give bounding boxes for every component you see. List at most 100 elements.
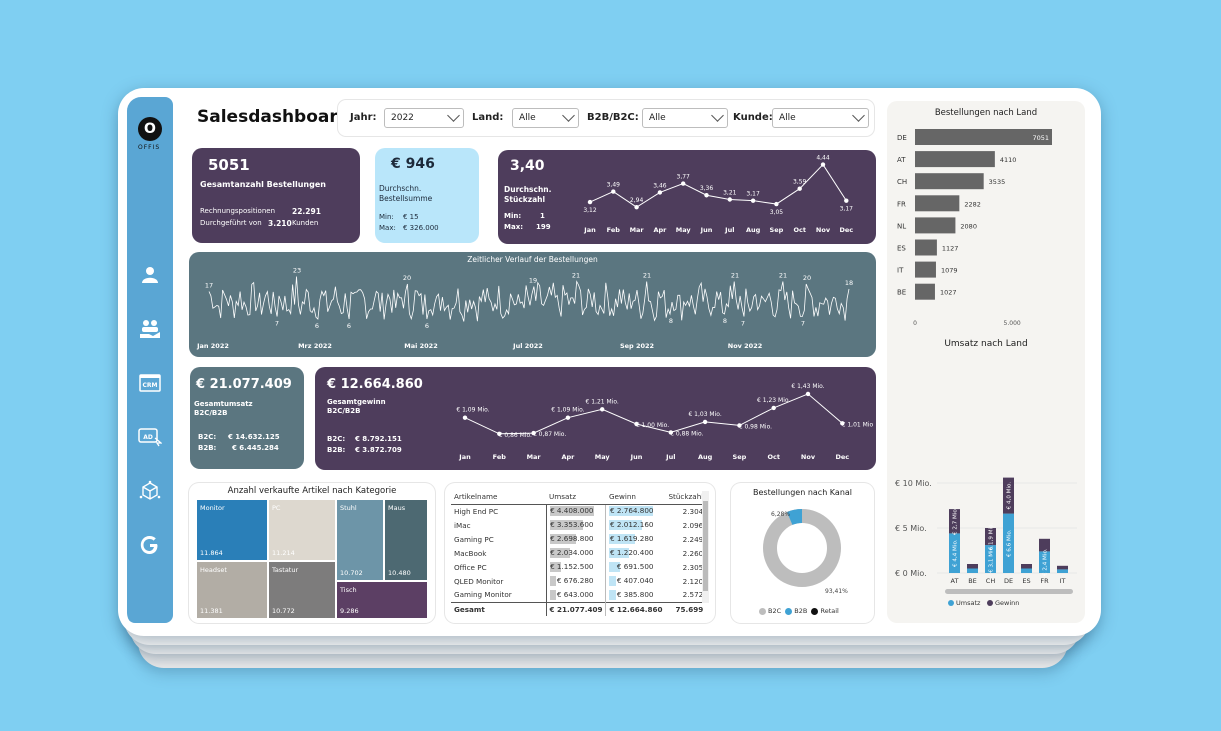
table-scrollbar-thumb[interactable] bbox=[703, 501, 708, 591]
profit-point[interactable] bbox=[462, 415, 468, 420]
table-row[interactable]: QLED Monitor € 676.280 € 407.040 2.120 bbox=[451, 574, 706, 588]
filter-b2b-select[interactable]: Alle bbox=[642, 108, 728, 128]
qty-point[interactable] bbox=[587, 199, 593, 205]
timeline-x-tick: Jan 2022 bbox=[196, 342, 229, 350]
qty-point[interactable] bbox=[844, 198, 849, 203]
profit-point[interactable] bbox=[497, 431, 502, 436]
revenue-x-tick: BE bbox=[968, 577, 977, 585]
revenue-bar-umsatz[interactable] bbox=[1003, 513, 1014, 573]
revenue-bar-umsatz[interactable] bbox=[985, 545, 996, 573]
revenue-bar-umsatz[interactable] bbox=[949, 533, 960, 573]
table-row[interactable]: Office PC € 1.152.500 € 691.500 2.305 bbox=[451, 560, 706, 574]
qty-point[interactable] bbox=[820, 162, 826, 167]
revenue-bar-gewinn[interactable] bbox=[1039, 538, 1050, 552]
treemap-tile-maus[interactable]: Maus 10.480 bbox=[385, 500, 427, 580]
qty-point[interactable] bbox=[797, 186, 802, 191]
profit-point[interactable] bbox=[840, 421, 845, 426]
filter-bar: Jahr: 2022 Land: Alle B2B/B2C: Alle Kund… bbox=[338, 100, 874, 136]
orders-bar[interactable] bbox=[915, 129, 1052, 145]
qty-point[interactable] bbox=[611, 189, 616, 194]
table-row[interactable]: iMac € 3.353.600 € 2.012.160 2.096 bbox=[451, 518, 706, 532]
qty-point[interactable] bbox=[634, 204, 639, 210]
table-row[interactable]: Gaming Monitor € 643.000 € 385.800 2.572 bbox=[451, 588, 706, 602]
revenue-bar-umsatz[interactable] bbox=[967, 568, 978, 574]
revenue-scrollbar[interactable] bbox=[945, 589, 1073, 594]
qty-data-label: 3,77 bbox=[677, 174, 691, 181]
total-umsatz: € 21.077.409 bbox=[545, 601, 606, 616]
orders-bar[interactable] bbox=[915, 283, 935, 300]
qty-point[interactable] bbox=[750, 198, 756, 203]
revenue-bar-umsatz[interactable] bbox=[1057, 569, 1068, 573]
timeline-annotation: 7 bbox=[275, 320, 279, 328]
cell-gewinn: € 2.764.800 bbox=[605, 504, 666, 518]
col-header-artikelname[interactable]: Artikelname bbox=[451, 489, 546, 505]
orders-x-tick: 0 bbox=[913, 320, 917, 327]
kpi-profit-value: € 12.664.860 bbox=[327, 377, 423, 392]
orders-bar[interactable] bbox=[915, 239, 937, 256]
table-scrollbar[interactable] bbox=[702, 491, 709, 603]
qty-point[interactable] bbox=[704, 193, 709, 198]
kpi-revenue-b2c-value: € 14.632.125 bbox=[228, 433, 280, 441]
filter-kunde-select[interactable]: Alle bbox=[772, 108, 869, 128]
treemap-tile-headset[interactable]: Headset 11.381 bbox=[197, 562, 267, 618]
timeline-annotation: 23 bbox=[293, 267, 301, 275]
treemap-tile-stuhl[interactable]: Stuhl 10.702 bbox=[337, 500, 383, 580]
filter-land-select[interactable]: Alle bbox=[512, 108, 579, 128]
kpi-profit-b2c-label: B2C: bbox=[327, 435, 346, 443]
table-row[interactable]: High End PC € 4.408.000 € 2.764.800 2.304 bbox=[451, 504, 706, 518]
nav-logistics[interactable] bbox=[127, 477, 173, 505]
profit-point[interactable] bbox=[668, 430, 673, 435]
qty-point[interactable] bbox=[727, 197, 732, 202]
qty-point[interactable] bbox=[657, 190, 663, 195]
table-row[interactable]: MacBook € 2.034.000 € 1.220.400 2.260 bbox=[451, 546, 706, 560]
orders-bar[interactable] bbox=[915, 173, 984, 190]
revenue-bar-gewinn[interactable] bbox=[1021, 564, 1032, 569]
revenue-y-tick: € 5 Mio. bbox=[895, 524, 927, 533]
qty-x-tick: Dec bbox=[839, 226, 853, 234]
revenue-bar-gewinn[interactable] bbox=[1003, 477, 1014, 514]
profit-point[interactable] bbox=[771, 405, 776, 411]
revenue-bar-umsatz[interactable] bbox=[1021, 568, 1032, 574]
profit-point[interactable] bbox=[702, 419, 708, 425]
chevron-down-icon bbox=[852, 109, 865, 122]
customer-icon bbox=[142, 267, 158, 283]
treemap-tile-pc[interactable]: PC 11.214 bbox=[269, 500, 335, 560]
orders-bar[interactable] bbox=[915, 217, 956, 234]
revenue-bar-gewinn[interactable] bbox=[967, 564, 978, 569]
nav-crm[interactable]: CRM bbox=[127, 369, 173, 397]
nav-ads[interactable]: AD bbox=[127, 423, 173, 451]
nav-google[interactable] bbox=[127, 531, 173, 559]
profit-point[interactable] bbox=[737, 423, 742, 428]
nav-customer[interactable] bbox=[127, 261, 173, 289]
col-header-umsatz[interactable]: Umsatz bbox=[546, 489, 606, 505]
revenue-bar-gewinn[interactable] bbox=[1057, 565, 1068, 570]
profit-point[interactable] bbox=[805, 391, 811, 397]
profit-point[interactable] bbox=[600, 407, 605, 412]
col-header-stueckzahl[interactable]: Stückzahl bbox=[665, 489, 707, 505]
revenue-bar-gewinn[interactable] bbox=[985, 528, 996, 546]
profit-point[interactable] bbox=[565, 415, 571, 420]
cell-stueckzahl: 2.572 bbox=[682, 590, 704, 600]
nav-partners[interactable] bbox=[127, 315, 173, 343]
cell-artikelname: Office PC bbox=[454, 562, 487, 572]
qty-point[interactable] bbox=[681, 181, 686, 186]
filter-jahr-select[interactable]: 2022 bbox=[384, 108, 464, 128]
revenue-bar-gewinn[interactable] bbox=[949, 509, 960, 534]
orders-bar[interactable] bbox=[915, 151, 995, 168]
revenue-bar-umsatz[interactable] bbox=[1039, 551, 1050, 573]
cell-artikelname: Gaming PC bbox=[454, 534, 494, 544]
treemap-tile-monitor[interactable]: Monitor 11.864 bbox=[197, 500, 267, 560]
qty-point[interactable] bbox=[774, 201, 779, 207]
treemap-tile-tastatur[interactable]: Tastatur 10.772 bbox=[269, 562, 335, 618]
orders-bar[interactable] bbox=[915, 195, 960, 212]
profit-point[interactable] bbox=[634, 421, 639, 427]
treemap-tile-tisch[interactable]: Tisch 9.286 bbox=[337, 582, 427, 618]
table-row[interactable]: Gaming PC € 2.698.800 € 1.619.280 2.249 bbox=[451, 532, 706, 546]
gewinn-databar bbox=[609, 576, 617, 586]
orders-bar[interactable] bbox=[915, 261, 936, 278]
donut-slice-b2c[interactable] bbox=[763, 509, 841, 587]
timeline-card: Zeitlicher Verlauf der Bestellungen 17 23… bbox=[189, 252, 876, 357]
profit-point[interactable] bbox=[531, 430, 536, 436]
col-header-gewinn[interactable]: Gewinn bbox=[605, 489, 666, 505]
kpi-profit-card: € 12.664.860 Gesamtgewinn B2C/B2B B2C: €… bbox=[315, 367, 876, 470]
